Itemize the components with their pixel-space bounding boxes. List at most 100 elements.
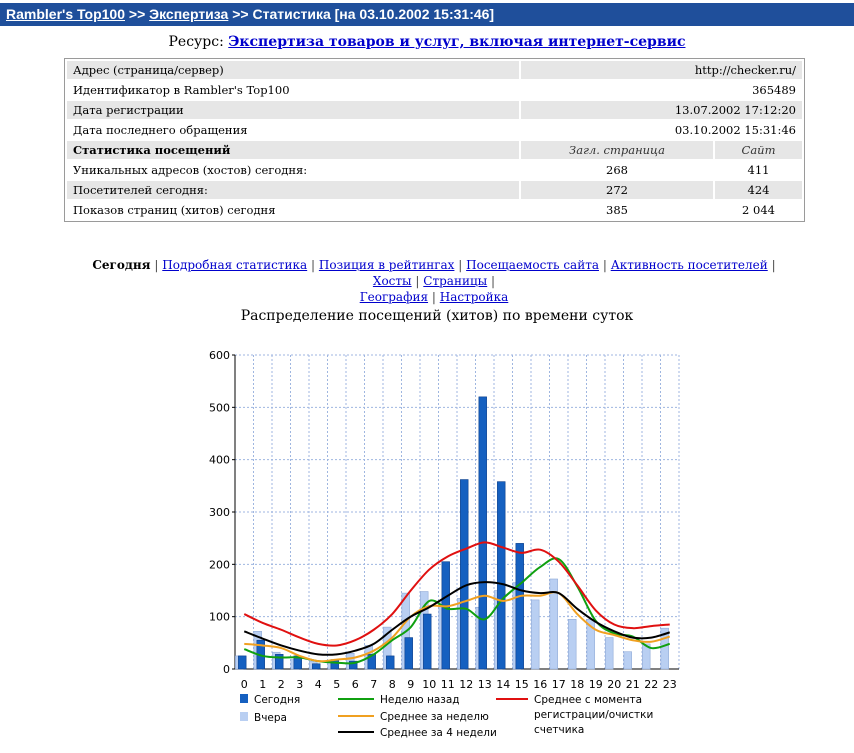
legend-swatch-yesterday: [240, 712, 248, 721]
bar-yesterday: [660, 627, 669, 670]
breadcrumb-current: Статистика [на 03.10.2002 15:31:46]: [252, 6, 495, 22]
x-tick-label: 16: [533, 678, 547, 691]
nav-link-settings[interactable]: Настройка: [439, 290, 509, 304]
resource-label: Ресурс:: [168, 34, 224, 50]
x-tick-label: 4: [315, 678, 322, 691]
x-tick-label: 12: [459, 678, 473, 691]
stats-header-row: Статистика посещений Загл. страница Сайт: [67, 141, 802, 159]
bar-today: [367, 654, 376, 670]
line-average-since-registration: [243, 541, 670, 647]
nav-link-pages[interactable]: Страницы: [423, 274, 488, 288]
x-tick-label: 5: [333, 678, 340, 691]
nav-link-activity[interactable]: Активность посетителей: [610, 258, 768, 272]
y-tick-label: 400: [209, 454, 230, 467]
bar-today: [441, 561, 450, 670]
bar-today: [312, 663, 321, 670]
resource-link[interactable]: Экспертиза товаров и услуг, включая инте…: [228, 34, 686, 50]
nav-link-traffic[interactable]: Посещаемость сайта: [466, 258, 599, 272]
y-tick-label: 100: [209, 611, 230, 624]
stats-value-site: 411: [747, 163, 770, 177]
bar-yesterday: [568, 618, 577, 670]
bar-yesterday: [549, 578, 558, 670]
stats-value-homepage: 385: [606, 203, 628, 217]
stats-label: Показов страниц (хитов) сегодня: [73, 203, 276, 217]
legend-label-yesterday: Вчера: [254, 712, 287, 724]
info-table: Адрес (страница/сервер) http://checker.r…: [64, 58, 805, 222]
info-label: Адрес (страница/сервер): [67, 61, 519, 79]
line-average-4-weeks: [243, 581, 671, 656]
breadcrumb-separator: >>: [232, 6, 249, 22]
info-label: Идентификатор в Rambler's Top100: [73, 83, 290, 97]
info-value: 365489: [752, 83, 796, 97]
legend-label-week-ago: Неделю назад: [380, 694, 460, 706]
stats-header-site: Сайт: [715, 141, 802, 159]
bar-yesterday: [623, 651, 632, 670]
info-value: 03.10.2002 15:31:46: [674, 123, 796, 137]
stats-header-label: Статистика посещений: [67, 141, 519, 159]
x-tick-label: 2: [278, 678, 285, 691]
x-tick-label: 14: [496, 678, 510, 691]
bar-today: [460, 479, 469, 670]
x-tick-label: 10: [422, 678, 436, 691]
nav-current: Сегодня: [92, 258, 151, 272]
bar-today: [478, 396, 487, 670]
x-tick-label: 20: [607, 678, 621, 691]
info-label: Дата последнего обращения: [73, 123, 248, 137]
stats-nav: Сегодня | Подробная статистика | Позиция…: [92, 258, 776, 304]
info-row: Адрес (страница/сервер) http://checker.r…: [67, 61, 802, 79]
legend-label-average-week: Среднее за неделю: [380, 711, 489, 723]
info-row: Идентификатор в Rambler's Top100 365489: [67, 81, 802, 99]
stats-value-homepage: 272: [521, 181, 713, 199]
info-value: 13.07.2002 17:12:20: [521, 101, 802, 119]
nav-link-geography[interactable]: География: [359, 290, 429, 304]
nav-link-detailed[interactable]: Подробная статистика: [162, 258, 308, 272]
stats-row: Посетителей сегодня: 272 424: [67, 181, 802, 199]
y-tick-label: 500: [209, 401, 230, 414]
nav-link-ratings[interactable]: Позиция в рейтингах: [318, 258, 455, 272]
bar-today: [275, 654, 284, 670]
legend-label-today: Сегодня: [254, 694, 300, 706]
stats-value-site: 424: [715, 181, 802, 199]
x-tick-label: 3: [296, 678, 303, 691]
x-tick-label: 22: [644, 678, 658, 691]
x-tick-label: 8: [389, 678, 396, 691]
breadcrumb-link-rambler[interactable]: Rambler's Top100: [6, 6, 125, 22]
stats-header-homepage: Загл. страница: [521, 141, 713, 159]
legend-swatch-today: [240, 694, 248, 703]
bar-yesterday: [531, 599, 540, 670]
info-row: Дата регистрации 13.07.2002 17:12:20: [67, 101, 802, 119]
resource-line: Ресурс: Экспертиза товаров и услуг, вклю…: [0, 34, 854, 50]
x-tick-label: 17: [552, 678, 566, 691]
bar-today: [386, 655, 395, 670]
x-tick-label: 1: [259, 678, 266, 691]
info-row: Дата последнего обращения 03.10.2002 15:…: [67, 121, 802, 139]
info-value: http://checker.ru/: [521, 61, 802, 79]
bar-yesterday: [605, 637, 614, 670]
stats-value-homepage: 268: [606, 163, 628, 177]
y-tick-label: 200: [209, 558, 230, 571]
bar-today: [497, 481, 506, 670]
y-tick-label: 600: [209, 349, 230, 362]
bar-today: [404, 637, 413, 670]
x-tick-label: 13: [478, 678, 492, 691]
chart-title: Распределение посещений (хитов) по време…: [240, 308, 634, 324]
y-tick-label: 300: [209, 506, 230, 519]
bar-yesterday: [642, 643, 651, 670]
stats-row: Показов страниц (хитов) сегодня 385 2 04…: [67, 201, 802, 219]
nav-link-hosts[interactable]: Хосты: [372, 274, 412, 288]
breadcrumb-link-expertise[interactable]: Экспертиза: [149, 6, 229, 22]
bar-today: [423, 613, 432, 670]
x-tick-label: 7: [370, 678, 377, 691]
breadcrumb: Rambler's Top100 >> Экспертиза >> Статис…: [0, 3, 854, 26]
info-label: Дата регистрации: [67, 101, 519, 119]
x-tick-label: 0: [241, 678, 248, 691]
stats-label: Уникальных адресов (хостов) сегодня:: [73, 163, 308, 177]
x-tick-label: 6: [352, 678, 359, 691]
breadcrumb-separator: >>: [128, 6, 146, 22]
x-tick-label: 9: [407, 678, 414, 691]
stats-label: Посетителей сегодня:: [67, 181, 519, 199]
legend-label-average-since-registration: Среднее с момента регистрации/очистки счет…: [534, 694, 653, 736]
x-tick-label: 19: [589, 678, 603, 691]
x-tick-label: 18: [570, 678, 584, 691]
